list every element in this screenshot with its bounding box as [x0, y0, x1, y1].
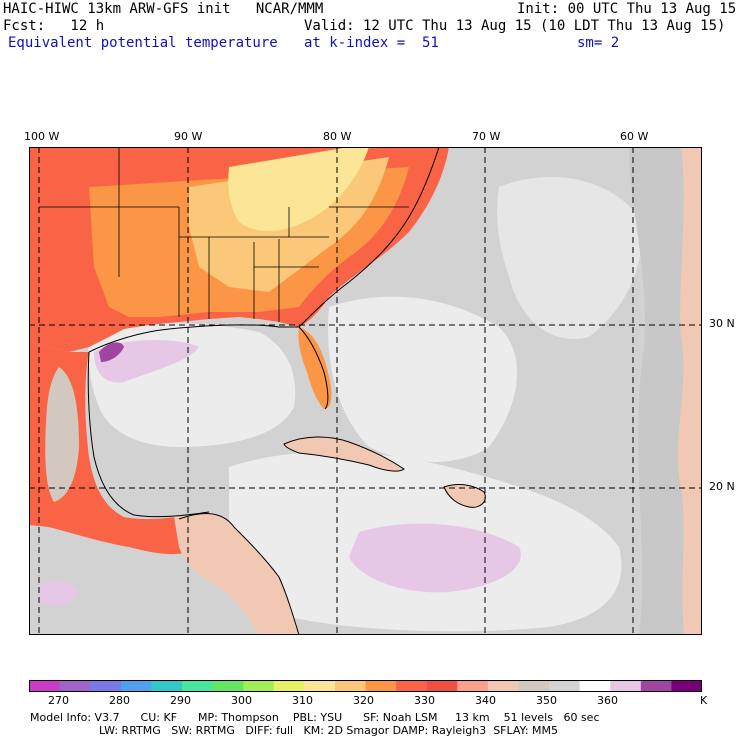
colorbar-swatch: [549, 680, 581, 692]
map-frame: [29, 147, 702, 635]
valid-time: Valid: 12 UTC Thu 13 Aug 15 (10 LDT Thu …: [304, 18, 726, 34]
central-america-outline: [178, 513, 300, 635]
colorbar-swatch: [90, 680, 122, 692]
model-info-line2: LW: RRTMG SW: RRTMG DIFF: full KM: 2D Sm…: [99, 724, 559, 737]
mexico-inner-gray: [45, 367, 79, 502]
colorbar-swatch: [334, 680, 366, 692]
colorbar-swatch: [120, 680, 152, 692]
cbar-tick-360: 360: [597, 694, 618, 707]
colorbar-swatch: [426, 680, 458, 692]
gulf-coastline: [87, 324, 329, 518]
init-time: Init: 00 UTC Thu 13 Aug 15: [517, 1, 737, 17]
cbar-tick-330: 330: [414, 694, 435, 707]
colorbar-swatch: [671, 680, 702, 692]
colorbar-swatch: [181, 680, 214, 692]
colorbar-swatch: [396, 680, 428, 692]
east-peach-region: [677, 147, 702, 635]
lat-label-20n: 20 N: [709, 480, 735, 493]
colorbar-swatch: [640, 680, 672, 692]
hispaniola-outline: [443, 484, 486, 508]
lon-label-100w: 100 W: [24, 130, 60, 143]
colorbar-swatch: [59, 680, 91, 692]
model-title: HAIC-HIWC 13km ARW-GFS init NCAR/MMM: [3, 1, 324, 17]
cbar-tick-350: 350: [536, 694, 557, 707]
colorbar-swatch: [487, 680, 519, 692]
cbar-unit: K: [700, 694, 708, 707]
central-america: [174, 512, 299, 635]
graticule: [29, 147, 702, 635]
cbar-tick-340: 340: [475, 694, 496, 707]
cbar-tick-320: 320: [353, 694, 374, 707]
caribbean-purple-patch: [349, 523, 521, 593]
field-name: Equivalent potential temperature: [8, 35, 278, 51]
model-info-line1: Model Info: V3.7 CU: KF MP: Thompson PBL…: [30, 711, 600, 724]
smoothing-label: sm= 2: [577, 35, 620, 51]
lon-label-90w: 90 W: [174, 130, 203, 143]
colorbar-swatch: [273, 680, 305, 692]
gulf-light-region: [88, 323, 296, 447]
state-borders: [39, 147, 409, 322]
cbar-tick-290: 290: [170, 694, 191, 707]
cbar-tick-280: 280: [109, 694, 130, 707]
florida: [298, 327, 332, 409]
atlantic-light-region-2: [497, 177, 642, 339]
colorbar-frame: [29, 680, 702, 692]
atlantic-light-region: [328, 296, 518, 462]
cuba: [284, 436, 404, 472]
cbar-tick-270: 270: [48, 694, 69, 707]
cbar-tick-310: 310: [292, 694, 313, 707]
colorbar-swatch: [29, 680, 61, 692]
gray-east-region: [629, 147, 684, 635]
colorbar: [29, 680, 702, 692]
colorbar-swatch: [243, 680, 275, 692]
east-coastline: [298, 147, 440, 328]
hispaniola: [444, 484, 486, 508]
level-label: at k-index = 51: [304, 35, 439, 51]
cuba-outline: [283, 436, 405, 472]
lat-label-30n: 30 N: [709, 317, 735, 330]
lon-label-60w: 60 W: [620, 130, 649, 143]
colorbar-swatch: [579, 680, 611, 692]
lon-label-80w: 80 W: [323, 130, 352, 143]
cbar-tick-300: 300: [231, 694, 252, 707]
gulf-dark-purple-patch: [99, 342, 124, 362]
lon-label-70w: 70 W: [472, 130, 501, 143]
colorbar-swatch: [518, 680, 550, 692]
colorbar-swatch: [457, 680, 489, 692]
colorbar-swatch: [304, 680, 336, 692]
colorbar-swatch: [212, 680, 244, 692]
colorbar-swatch: [151, 680, 183, 692]
colorbar-swatch: [365, 680, 397, 692]
forecast-hour: Fcst: 12 h: [3, 18, 105, 34]
colorbar-swatch: [610, 680, 642, 692]
map-panel: [29, 147, 702, 635]
pacific-purple-patch: [39, 580, 79, 606]
appalachian-yellow: [228, 147, 369, 232]
